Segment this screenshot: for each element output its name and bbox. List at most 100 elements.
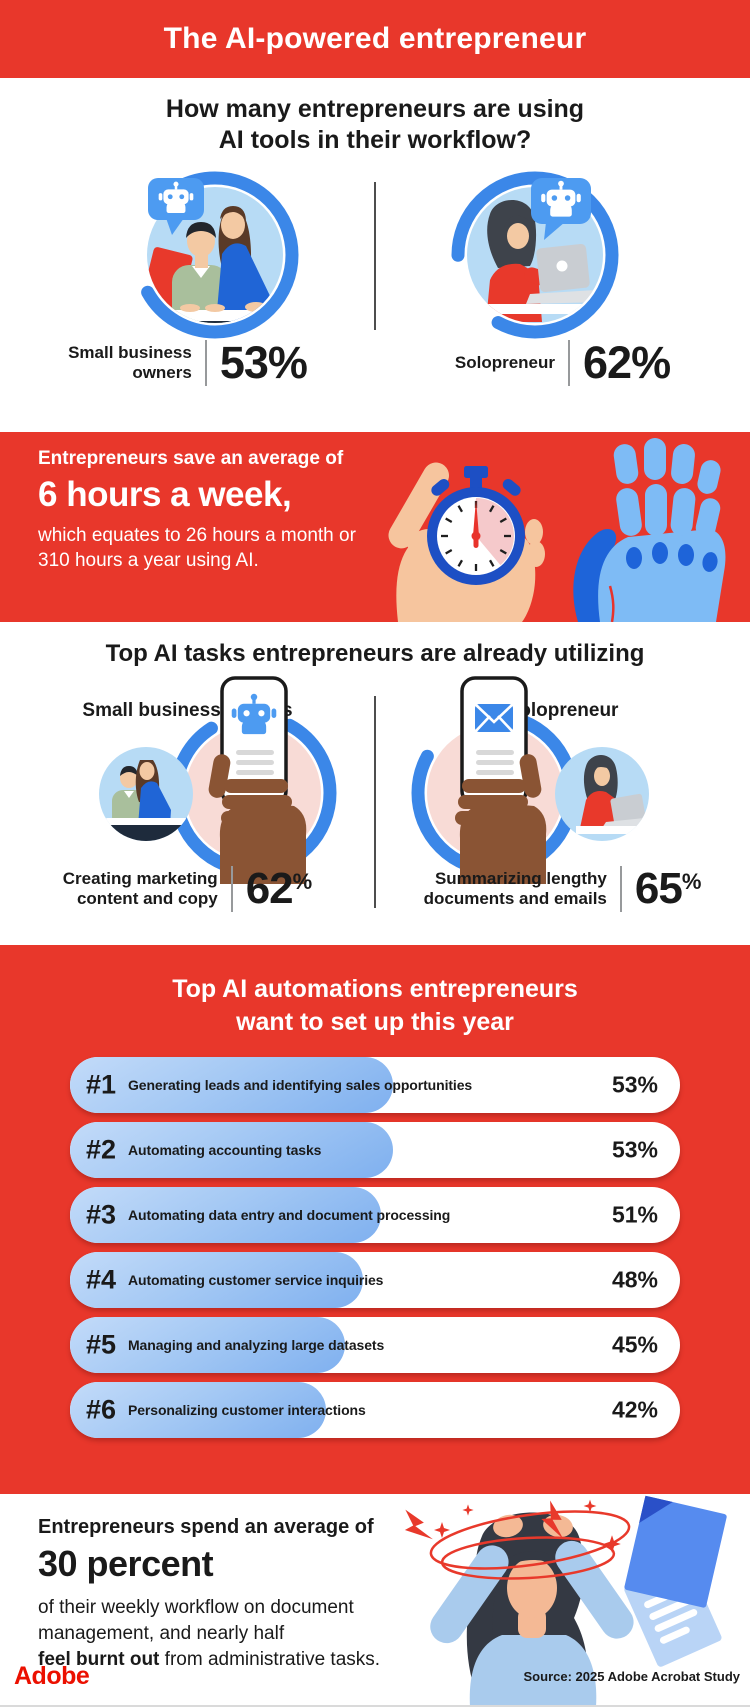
summarizing-stat: Summarizing lengthy documents and emails…: [375, 854, 750, 924]
flying-documents-icon: [624, 1495, 727, 1667]
row-bar-fill: [70, 1057, 394, 1113]
robot-hand-icon: [573, 438, 726, 622]
stat-label: Solopreneur: [454, 353, 556, 372]
automations-heading: Top AI automations entrepreneurs want to…: [0, 973, 750, 1039]
rank-badge: #1: [85, 1069, 117, 1100]
usage-column-divider: [374, 182, 376, 330]
phone-text-lines: [236, 750, 274, 775]
automations-heading-line1: Top AI automations entrepreneurs: [172, 975, 578, 1003]
automation-label: Automating accounting tasks: [128, 1142, 322, 1158]
burnout-rest: from administrative tasks.: [159, 1649, 381, 1670]
task-label-line2: content and copy: [76, 889, 218, 908]
source-credit: Source: 2025 Adobe Acrobat Study: [523, 1669, 740, 1684]
automation-row: #2 Automating accounting tasks 53%: [70, 1122, 680, 1178]
burnout-bold: feel burnt out: [38, 1649, 160, 1670]
usage-heading: How many entrepreneurs are using AI tool…: [0, 94, 750, 156]
percent-sign: %: [681, 869, 702, 894]
time-saved-band: Entrepreneurs save an average of 6 hours…: [0, 432, 750, 622]
burnout-section: Entrepreneurs spend an average of 30 per…: [0, 1494, 750, 1707]
task-label-line1: Creating marketing: [62, 869, 218, 888]
two-people-scene: [147, 206, 282, 323]
automation-value: 53%: [611, 1136, 658, 1163]
stat-divider: [230, 866, 233, 912]
rank-badge: #5: [85, 1329, 117, 1360]
burnout-detail-line2: management, and nearly half: [38, 1623, 285, 1644]
small-business-stat: Small business owners 53%: [0, 328, 375, 398]
time-saved-text: Entrepreneurs save an average of 6 hours…: [38, 448, 356, 573]
automation-value: 48%: [611, 1266, 658, 1293]
phone-text-lines: [476, 750, 514, 775]
time-saved-intro: Entrepreneurs save an average of: [38, 448, 344, 469]
bottom-divider: [0, 1705, 750, 1707]
burnout-headline: 30 percent: [38, 1543, 214, 1584]
automation-label: Generating leads and identifying sales o…: [128, 1077, 473, 1093]
rank-badge: #4: [85, 1264, 117, 1295]
header-banner: The AI-powered entrepreneur: [0, 0, 750, 78]
stat-label-line2: owners: [132, 363, 192, 382]
summarizing-phone-illustration: [411, 676, 649, 884]
usage-heading-line1: How many entrepreneurs are using: [165, 95, 585, 123]
percent-sign: %: [292, 869, 313, 894]
time-saved-headline: 6 hours a week,: [38, 475, 292, 514]
page-title: The AI-powered entrepreneur: [163, 22, 587, 55]
envelope-icon: [474, 703, 514, 733]
burnout-illustration: [404, 1495, 727, 1707]
stat-label: Creating marketing content and copy: [63, 869, 218, 909]
burnout-text: Entrepreneurs spend an average of 30 per…: [38, 1516, 380, 1673]
rank-badge: #6: [85, 1394, 117, 1425]
solopreneur-stat: Solopreneur 62%: [375, 328, 750, 398]
fingers: [455, 754, 542, 825]
automations-heading-line2: want to set up this year: [236, 1008, 514, 1036]
stat-label: Summarizing lengthy documents and emails: [424, 869, 607, 909]
automation-label: Automating customer service inquiries: [128, 1272, 384, 1288]
usage-section: How many entrepreneurs are using AI tool…: [0, 78, 750, 432]
burnout-intro: Entrepreneurs spend an average of: [38, 1516, 374, 1538]
automation-row: #5 Managing and analyzing large datasets…: [70, 1317, 680, 1373]
tasks-heading: Top AI tasks entrepreneurs are already u…: [105, 640, 645, 667]
rank-badge: #2: [85, 1134, 117, 1165]
automation-row: #3 Automating data entry and document pr…: [70, 1187, 680, 1243]
row-bar-fill: [70, 1252, 363, 1308]
stat-value: 53%: [219, 337, 308, 388]
automation-label: Managing and analyzing large datasets: [128, 1337, 385, 1353]
detail-line2: 310 hours a year using AI.: [38, 550, 259, 571]
automation-row: #4 Automating customer service inquiries…: [70, 1252, 680, 1308]
automation-label: Personalizing customer interactions: [128, 1402, 366, 1418]
automation-label: Automating data entry and document proce…: [128, 1207, 451, 1223]
detail-line1: which equates to 26 hours a month or: [38, 525, 356, 546]
task-label-line1: Summarizing lengthy: [434, 869, 607, 888]
stat-label-line1: Small business: [68, 343, 192, 362]
automation-row: #1 Generating leads and identifying sale…: [70, 1057, 680, 1113]
burnout-detail-line1: of their weekly workflow on document: [38, 1597, 354, 1618]
stat-number: 65: [634, 864, 683, 913]
tasks-column-divider: [374, 696, 376, 908]
marketing-phone-illustration: [99, 676, 337, 884]
adobe-logo: Adobe: [14, 1662, 90, 1690]
automations-section: Top AI automations entrepreneurs want to…: [0, 945, 750, 1494]
solopreneur-ring-illustration: [451, 171, 619, 339]
small-business-ring-illustration: [131, 171, 299, 339]
tasks-group-solopreneur: Solopreneur: [506, 700, 619, 721]
stat-divider: [568, 340, 571, 386]
row-bar-fill: [70, 1317, 345, 1373]
burnout-detail-line3: feel burnt out from administrative tasks…: [38, 1647, 380, 1673]
ring-arc: [131, 171, 299, 339]
person-at-laptop-scene: [480, 200, 603, 322]
burnout-detail: of their weekly workflow on document man…: [38, 1595, 380, 1673]
tasks-section: Top AI tasks entrepreneurs are already u…: [0, 622, 750, 945]
stat-divider: [619, 866, 622, 912]
mini-two-people: [104, 760, 188, 841]
automation-value: 45%: [611, 1331, 658, 1358]
stopwatch-icon: [427, 466, 525, 585]
task-label-line2: documents and emails: [423, 889, 607, 908]
mini-person-laptop: [576, 755, 649, 834]
ring-arc: [451, 171, 619, 339]
usage-heading-line2: AI tools in their workflow?: [218, 126, 532, 154]
row-bar-fill: [70, 1122, 394, 1178]
fingers: [208, 754, 295, 825]
stopwatch-hands-illustration: [388, 438, 726, 622]
stat-value: 62%: [583, 337, 671, 388]
automation-row: #6 Personalizing customer interactions 4…: [70, 1382, 680, 1438]
stat-value: 65%: [635, 864, 702, 914]
